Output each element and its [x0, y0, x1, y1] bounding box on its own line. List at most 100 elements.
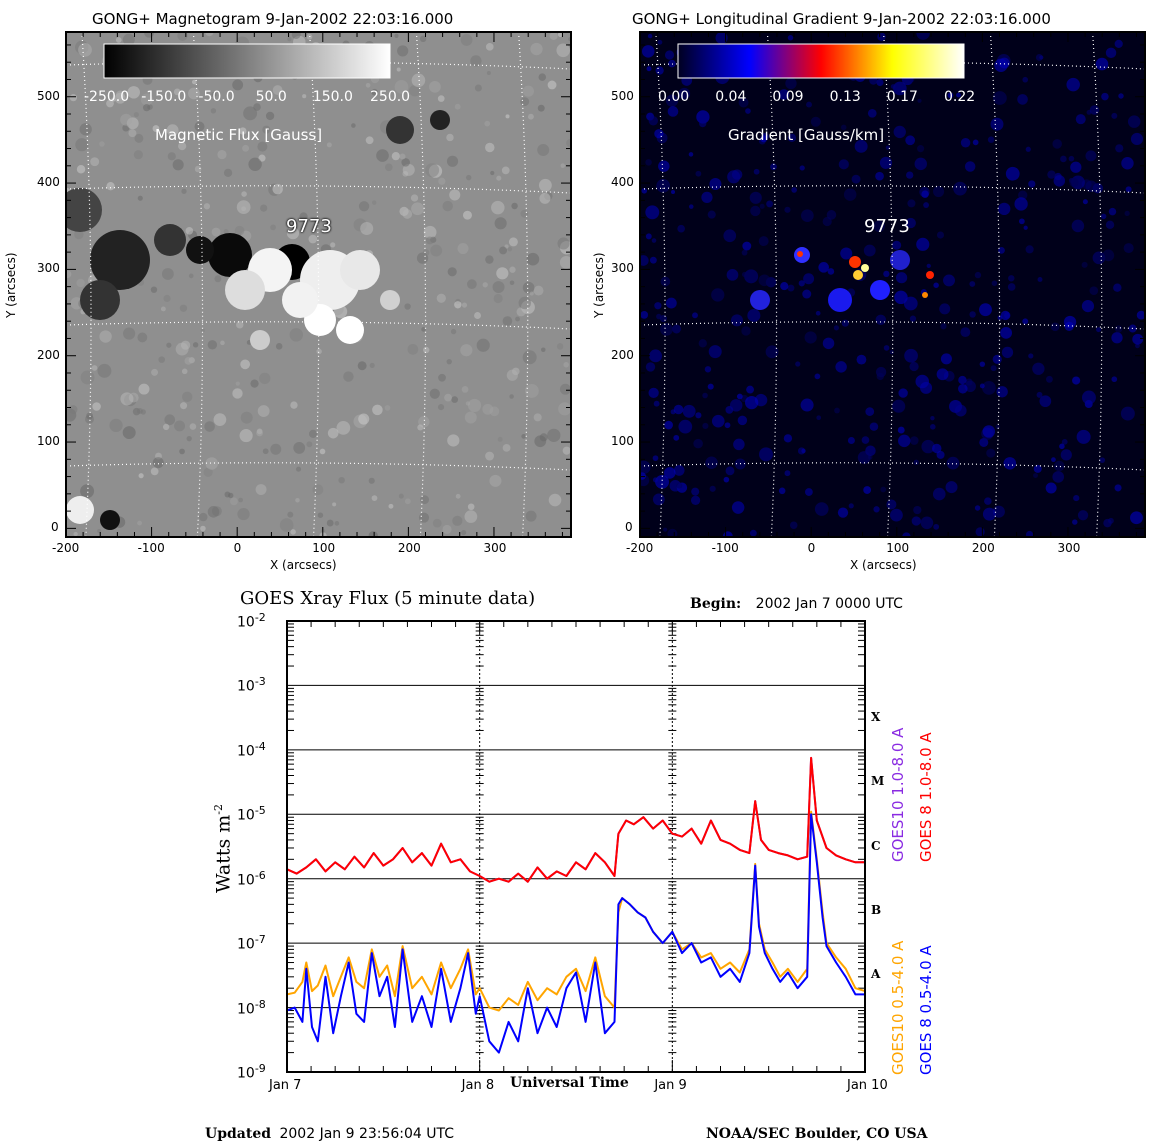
grad-xtick: 100: [886, 541, 910, 555]
goes-ytick-exp: -5: [254, 804, 266, 818]
mag-ytick: 200: [37, 347, 60, 362]
goes-ytick-exp: -6: [254, 868, 266, 882]
goes-class-label: B: [871, 902, 882, 917]
grad-xtick: 200: [971, 541, 995, 555]
gradient-xlabel: X (arcsecs): [850, 558, 917, 572]
goes-title: GOES Xray Flux (5 minute data): [240, 588, 536, 609]
mag-colorbar-tick: -250.0: [84, 89, 130, 105]
goes-ytick-exp: -4: [254, 739, 266, 753]
goes-ytick-exp: -8: [254, 997, 266, 1011]
mag-colorbar-tick: 150.0: [312, 89, 353, 105]
goes-footer-right: NOAA/SEC Boulder, CO USA: [706, 1126, 928, 1142]
goes-ytick-exp: -9: [254, 1062, 266, 1075]
magnetogram-colorbar-label: Magnetic Flux [Gauss]: [155, 126, 323, 144]
mag-xtick: 100: [312, 541, 336, 555]
magnetogram-xlabel: X (arcsecs): [270, 558, 337, 572]
magnetogram-annotation: 9773: [286, 216, 332, 237]
goes-begin-value: 2002 Jan 7 0000 UTC: [755, 596, 903, 612]
goes-footer-left-label: Updated: [205, 1126, 272, 1142]
grad-xtick: 300: [1057, 541, 1081, 555]
goes-ytick: 10-7: [237, 933, 266, 953]
goes-ytick-base: 10: [237, 1001, 255, 1018]
goes-class-label: X: [871, 709, 881, 724]
goes-ytick: 10-8: [237, 998, 266, 1018]
goes-legend-label: GOES10 0.5-4.0 A: [889, 940, 907, 1075]
grad-colorbar-tick: 0.13: [829, 89, 861, 105]
goes-ytick: 10-4: [237, 740, 266, 760]
mag-ytick: 0: [51, 520, 59, 535]
gradient-colorbar-label: Gradient [Gauss/km]: [728, 126, 885, 144]
grad-colorbar: [677, 43, 965, 79]
goes-frame: [286, 620, 866, 1073]
goes-legend-label: GOES10 1.0-8.0 A: [889, 727, 907, 862]
goes-ytick-base: 10: [237, 936, 255, 953]
goes-xtick: Jan 10: [847, 1078, 888, 1093]
goes-ylabel-sup: -2: [212, 803, 225, 815]
grad-ytick: 500: [611, 88, 634, 103]
goes-ylabel: Watts m-2: [212, 804, 234, 893]
grad-colorbar-tick: 0.17: [886, 89, 918, 105]
goes-ytick-base: 10: [237, 807, 255, 824]
goes-ytick-base: 10: [237, 743, 255, 760]
grad-colorbar-tick: 0.04: [715, 89, 747, 105]
goes-xlabel: Universal Time: [510, 1075, 629, 1091]
mag-colorbar-tick: 250.0: [370, 89, 411, 105]
goes-series-line: [286, 813, 865, 1054]
grad-xtick: -100: [711, 541, 739, 555]
mag-ytick: 500: [37, 88, 60, 103]
grad-panel: [639, 31, 1146, 538]
goes-ytick-base: 10: [237, 614, 255, 631]
goes-ytick-exp: -7: [254, 933, 266, 947]
goes-ytick-exp: -3: [254, 675, 266, 689]
goes-class-label: C: [871, 838, 881, 853]
mag-xtick: -200: [52, 541, 80, 555]
goes-ytick: 10-5: [237, 804, 266, 824]
goes-class-label: A: [871, 967, 881, 982]
grad-colorbar-tick: 0.09: [772, 89, 804, 105]
goes-footer-left-value: 2002 Jan 9 23:56:04 UTC: [279, 1126, 455, 1142]
grad-colorbar-tick: 0.00: [658, 89, 690, 105]
mag-ytick: 100: [37, 434, 60, 449]
mag-xtick: 300: [483, 541, 507, 555]
goes-ytick: 10-9: [237, 1062, 266, 1082]
goes-xtick: Jan 8: [461, 1078, 495, 1093]
mag-xtick: 200: [397, 541, 421, 555]
mag-xtick: -100: [137, 541, 165, 555]
grad-colorbar-tick: 0.22: [944, 89, 976, 105]
mag-ytick: 400: [37, 175, 60, 190]
magnetogram-ylabel: Y (arcsecs): [4, 252, 18, 318]
goes-legend-label: GOES 8 0.5-4.0 A: [917, 945, 935, 1075]
goes-ytick-base: 10: [237, 1065, 255, 1082]
grad-ytick: 200: [611, 347, 634, 362]
mag-colorbar: [103, 43, 391, 79]
goes-plot: [286, 620, 866, 1073]
mag-colorbar-tick: -150.0: [141, 89, 187, 105]
mag-ytick: 300: [37, 261, 60, 276]
magnetogram-title: GONG+ Magnetogram 9-Jan-2002 22:03:16.00…: [92, 10, 454, 28]
goes-legend-label: GOES 8 1.0-8.0 A: [917, 732, 935, 862]
goes-xtick: Jan 7: [269, 1078, 302, 1093]
goes-ytick: 10-6: [237, 869, 266, 889]
goes-begin: Begin: 2002 Jan 7 0000 UTC: [690, 596, 903, 612]
grad-xtick: 0: [807, 541, 816, 555]
mag-colorbar-tick: 50.0: [255, 89, 287, 105]
grad-xtick: -200: [626, 541, 654, 555]
grad-ytick: 0: [625, 520, 633, 535]
grad-ytick: 100: [611, 434, 634, 449]
goes-ytick: 10-2: [237, 611, 266, 631]
goes-footer-left: Updated 2002 Jan 9 23:56:04 UTC: [205, 1126, 454, 1142]
goes-class-label: M: [871, 774, 885, 789]
grad-ytick: 400: [611, 175, 634, 190]
mag-colorbar-tick: -50.0: [198, 89, 235, 105]
gradient-ylabel: Y (arcsecs): [592, 252, 606, 318]
gradient-title: GONG+ Longitudinal Gradient 9-Jan-2002 2…: [632, 10, 1051, 28]
gradient-annotation: 9773: [864, 216, 910, 237]
goes-begin-label: Begin:: [690, 596, 742, 612]
goes-ytick-base: 10: [237, 679, 255, 696]
goes-ytick-base: 10: [237, 872, 255, 889]
goes-ylabel-text: Watts m: [212, 814, 235, 893]
grad-ytick: 300: [611, 261, 634, 276]
goes-series-line: [286, 810, 866, 1012]
goes-series-line: [286, 756, 865, 883]
